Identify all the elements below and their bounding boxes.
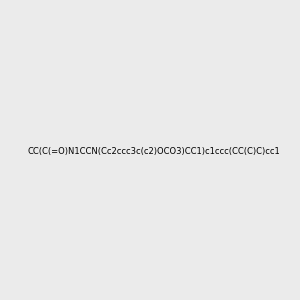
Text: CC(C(=O)N1CCN(Cc2ccc3c(c2)OCO3)CC1)c1ccc(CC(C)C)cc1: CC(C(=O)N1CCN(Cc2ccc3c(c2)OCO3)CC1)c1ccc… [27, 147, 280, 156]
